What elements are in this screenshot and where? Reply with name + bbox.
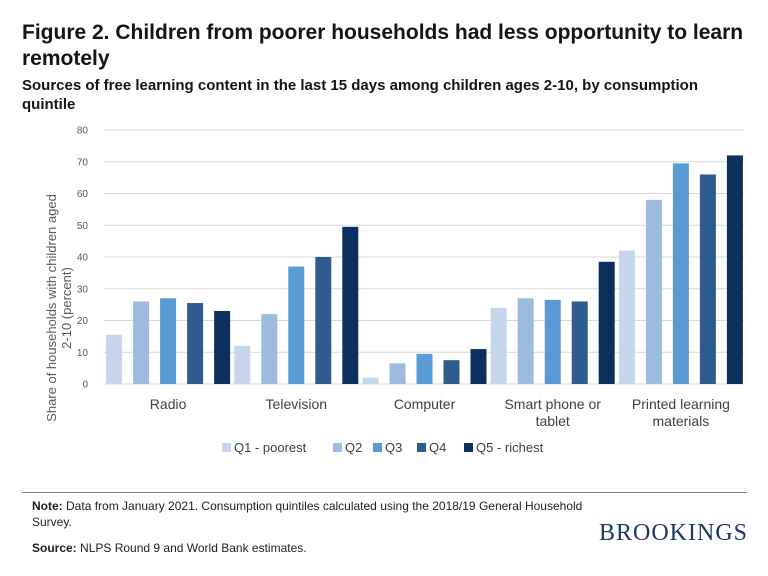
y-tick-label: 80 [77, 126, 89, 137]
y-tick-label: 60 [77, 189, 89, 200]
figure-subtitle: Sources of free learning content in the … [22, 77, 698, 113]
bar [234, 345, 251, 384]
x-category-label: Television [266, 396, 327, 412]
bar [133, 301, 150, 384]
y-tick-label: 70 [77, 157, 89, 168]
x-category-label: Smart phone or tablet [504, 396, 601, 429]
bar [618, 250, 635, 384]
figure-title: Figure 2. Children from poorer household… [22, 21, 744, 70]
bar [598, 261, 615, 384]
bar [389, 363, 406, 384]
legend-swatch [417, 443, 426, 452]
note-text: Data from January 2021. Consumption quin… [32, 499, 583, 529]
x-category-label: Computer [394, 396, 456, 412]
footer-divider [22, 492, 747, 493]
x-category-label: Printed learning materials [632, 396, 730, 429]
legend-swatch [373, 443, 382, 452]
bar [571, 301, 588, 384]
legend-swatch [464, 443, 473, 452]
bar [288, 266, 305, 384]
y-tick-label: 40 [77, 253, 89, 264]
y-axis-label: Share of households with children aged2-… [44, 194, 74, 422]
footer-source: Source: NLPS Round 9 and World Bank esti… [32, 540, 532, 556]
bar [726, 155, 743, 384]
bar [544, 299, 561, 384]
bar [443, 360, 460, 384]
bar [699, 174, 716, 384]
bar [490, 307, 507, 384]
y-tick-label: 30 [77, 284, 89, 295]
bar [672, 163, 689, 384]
x-category-label: Radio [150, 396, 187, 412]
bar [362, 377, 379, 384]
legend-label: Q3 [385, 440, 402, 455]
bar [416, 353, 433, 384]
bar [106, 334, 123, 384]
bar [315, 257, 332, 384]
bar [645, 199, 662, 384]
bar [187, 303, 204, 384]
legend-label: Q5 - richest [476, 440, 544, 455]
y-tick-label: 50 [77, 221, 89, 232]
bar [160, 298, 177, 384]
legend-label: Q1 - poorest [234, 440, 307, 455]
bar-chart: 0 10 20 30 40 50 60 70 80 Share of households wit… [44, 126, 745, 455]
brookings-logo: BROOKINGS [598, 520, 748, 546]
bar [214, 310, 231, 384]
source-label: Source: [32, 541, 77, 555]
source-text: NLPS Round 9 and World Bank estimates. [80, 541, 307, 555]
footer-note: Note: Data from January 2021. Consumptio… [32, 498, 592, 530]
bar [517, 298, 534, 384]
bar [261, 314, 278, 384]
legend-label: Q4 [429, 440, 446, 455]
y-tick-label: 10 [77, 348, 89, 359]
legend-label: Q2 [345, 440, 362, 455]
legend-swatch [333, 443, 342, 452]
note-label: Note: [32, 499, 63, 513]
bar [470, 349, 487, 384]
bar [342, 226, 359, 384]
y-tick-label: 0 [82, 380, 88, 391]
legend-swatch [222, 443, 231, 452]
y-tick-label: 20 [77, 316, 89, 327]
